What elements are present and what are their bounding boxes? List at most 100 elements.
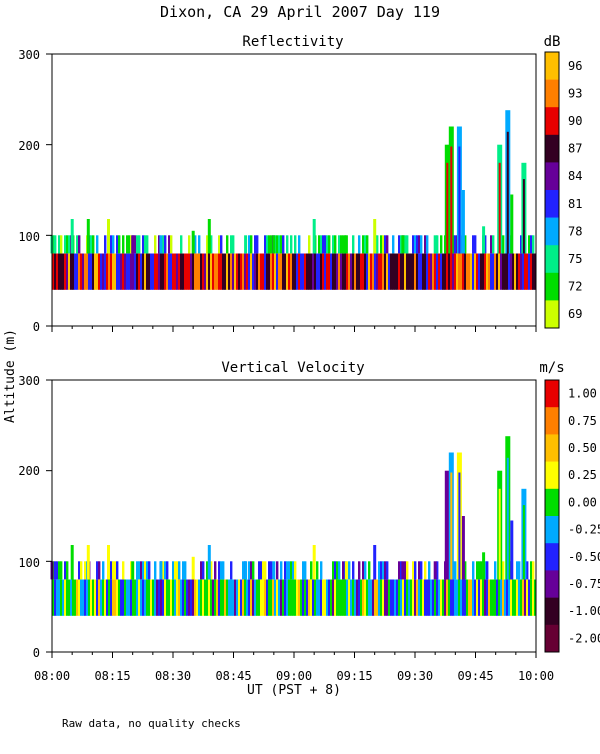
echo-cell [348, 579, 351, 616]
echo-cell [412, 579, 415, 616]
echo-cell [364, 253, 367, 290]
echo-cell [508, 579, 511, 616]
echo-column [70, 545, 74, 580]
echo-cell [60, 235, 63, 254]
echo-cell [436, 235, 439, 254]
echo-cell [362, 561, 365, 580]
echo-cell [412, 235, 415, 254]
echo-cell [180, 579, 183, 616]
echo-cell [288, 579, 291, 616]
echo-cell [398, 579, 401, 616]
echo-cell [138, 561, 141, 580]
echo-cell [186, 579, 189, 616]
echo-cell [176, 579, 179, 616]
echo-cell [206, 579, 209, 616]
echo-cell [518, 253, 521, 290]
echo-cell [114, 253, 117, 290]
echo-cell [398, 561, 401, 580]
echo-cell [228, 253, 231, 290]
echo-column [482, 226, 486, 254]
echo-cell [266, 579, 269, 616]
echo-cell [252, 579, 255, 616]
echo-column [207, 219, 211, 254]
echo-cell [66, 561, 69, 580]
echo-cell [514, 253, 517, 290]
echo-cell [324, 253, 327, 290]
echo-cell [78, 561, 81, 580]
echo-cell [428, 579, 431, 616]
echo-cell [176, 253, 179, 290]
echo-cell [268, 253, 271, 290]
echo-cell [418, 235, 421, 254]
echo-cell [304, 253, 307, 290]
echo-cell [396, 579, 399, 616]
echo-cell [368, 561, 371, 580]
echo-cell [210, 235, 213, 254]
echo-column [107, 545, 110, 580]
echo-cell [170, 579, 173, 616]
echo-cell [98, 561, 101, 580]
echo-cell [212, 253, 215, 290]
echo-cell [492, 253, 495, 290]
echo-cell [526, 253, 529, 290]
echo-cell [60, 561, 63, 580]
echo-cell [292, 579, 295, 616]
echo-cell [394, 579, 397, 616]
echo-cell [462, 579, 465, 616]
echo-cell [500, 253, 503, 290]
echo-cell [456, 253, 459, 290]
echo-cell [298, 235, 301, 254]
echo-cell [358, 561, 361, 580]
x-axis-label: UT (PST + 8) [247, 683, 341, 698]
echo-cell [220, 235, 223, 254]
echo-cell [326, 579, 329, 616]
echo-cell [384, 253, 387, 290]
echo-cell [386, 253, 389, 290]
echo-cell [58, 579, 61, 616]
echo-cell [260, 561, 263, 580]
echo-cell [210, 253, 213, 290]
echo-column-core [450, 472, 453, 580]
echo-cell [504, 579, 507, 616]
echo-cell [244, 253, 247, 290]
echo-cell [294, 235, 297, 254]
echo-cell [130, 579, 133, 616]
echo-cell [74, 253, 77, 290]
echo-cell [226, 235, 229, 254]
echo-cell [116, 253, 119, 290]
echo-column [244, 235, 248, 254]
echo-cell [332, 253, 335, 290]
echo-cell [310, 561, 313, 580]
echo-cell [206, 253, 209, 290]
echo-cell [330, 253, 333, 290]
echo-cell [404, 235, 407, 254]
echo-cell [322, 253, 325, 290]
echo-cell [104, 253, 107, 290]
echo-cell [110, 561, 113, 580]
echo-cell [84, 253, 87, 290]
echo-cell [414, 253, 417, 290]
echo-cell [268, 235, 271, 254]
echo-cell [466, 579, 469, 616]
echo-cell [246, 253, 249, 290]
echo-cell [154, 253, 157, 290]
echo-cell [310, 579, 313, 616]
echo-cell [264, 561, 267, 580]
echo-cell [152, 253, 155, 290]
echo-cell [182, 253, 185, 290]
echo-cell [136, 561, 139, 580]
echo-cell [232, 235, 235, 254]
echo-cell [336, 579, 339, 616]
echo-cell [52, 253, 55, 290]
echo-cell [270, 253, 273, 290]
echo-cell [482, 253, 485, 290]
echo-cell [286, 253, 289, 290]
echo-cell [276, 579, 279, 616]
echo-cell [486, 579, 489, 616]
x-tick-label: 10:00 [518, 669, 554, 683]
echo-cell [374, 253, 377, 290]
echo-cell [452, 579, 455, 616]
echo-cell [380, 561, 383, 580]
echo-cell [512, 253, 515, 290]
colorbar-swatch [545, 624, 559, 653]
